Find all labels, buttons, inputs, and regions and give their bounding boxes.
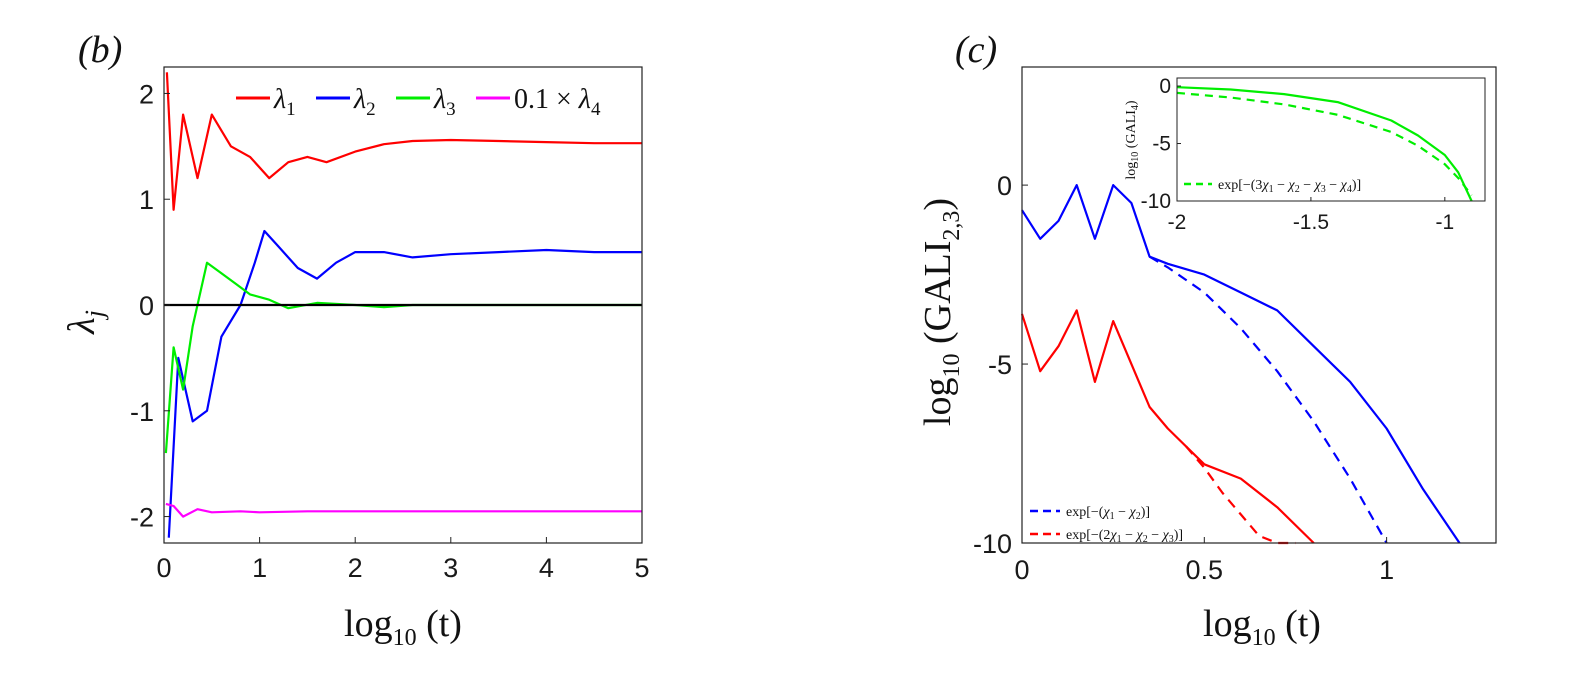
inset-y-tick-label: 0 [1159, 75, 1171, 98]
panel-b-y-tick-label: 1 [139, 185, 154, 215]
legend-label-lambda2: λ2 [353, 84, 376, 120]
panel-c-plot-frame [1021, 66, 1497, 544]
panel-b-y-tick-label: -1 [130, 397, 154, 427]
panel-b-y-ticks: -2 -1 0 1 2 [130, 79, 170, 533]
inset-background [1177, 78, 1485, 201]
panel-c-series-line-3 [1185, 445, 1296, 545]
panel-c-y-tick-label: -10 [973, 529, 1012, 559]
panel-b-y-tick-label: -2 [130, 503, 154, 533]
panel-c-series-line-1 [1020, 309, 1315, 544]
panel-c-x-ticks: 0 0.5 1 [1014, 537, 1394, 585]
legend-label-lambda1: λ1 [273, 84, 296, 120]
inset-series-line-0 [1176, 86, 1473, 202]
panel-c-series [1020, 184, 1461, 545]
inset-x-tick-label: -2 [1168, 211, 1187, 234]
panel-c-xlabel: log10 (t) [1203, 603, 1321, 651]
panel-b-x-tick-label: 3 [443, 553, 458, 583]
panel-c-x-tick-label: 0.5 [1186, 555, 1224, 585]
legend-label-lambda4: 0.1 × λ4 [514, 84, 601, 120]
panel-b-series [164, 72, 642, 538]
panel-c-x-tick-label: 0 [1014, 555, 1029, 585]
panel-c-inset: -2 -1.5 -1 0 -5 -10 log10 (GALI4) exp[−(3χ1 … [1124, 75, 1486, 234]
inset-plot-frame [1176, 77, 1486, 202]
panel-b-x-tick-label: 1 [252, 553, 267, 583]
inset-y-tick-label: -5 [1152, 133, 1171, 156]
inset-x-tick-label: -1.5 [1293, 211, 1329, 234]
panel-b: (b) 0 1 2 3 4 5 -2 -1 0 1 2 log10 (t) λj λ1 λ2 λ3… [61, 29, 650, 651]
panel-b-x-tick-label: 4 [539, 553, 554, 583]
panel-b-x-ticks: 0 1 2 3 4 5 [156, 537, 650, 583]
panel-b-series-line-1 [167, 229, 642, 538]
panel-c-legend: exp[−(χ1 − χ2)] exp[−(2χ1 − χ2 − χ3)] [1030, 505, 1183, 545]
inset-x-tick-label: -1 [1435, 211, 1454, 234]
panel-label-b: (b) [78, 29, 122, 71]
legend-label-lambda3: λ3 [433, 84, 456, 120]
panel-c-ylabel: log10 (GALI2,3) [917, 198, 965, 426]
panel-b-series-line-0 [165, 72, 642, 211]
panel-b-x-tick-label: 5 [634, 553, 649, 583]
inset-x-ticks: -2 -1.5 -1 [1168, 197, 1454, 234]
panel-b-series-line-3 [165, 502, 642, 518]
panel-c-y-tick-label: 0 [997, 171, 1012, 201]
panel-b-legend: λ1 λ2 λ3 0.1 × λ4 [236, 84, 601, 120]
panel-b-xlabel: log10 (t) [344, 603, 462, 651]
panel-b-y-tick-label: 2 [139, 79, 154, 109]
panel-b-y-tick-label: 0 [139, 291, 154, 321]
inset-series [1176, 86, 1473, 202]
inset-legend-label: exp[−(3χ1 − χ2 − χ3 − χ4)] [1218, 178, 1361, 195]
inset-series-line-1 [1176, 91, 1473, 196]
panel-c: (c) 0 0.5 1 0-5-10 log10 (t) log10 (GALI2,… [917, 29, 1497, 651]
panel-b-x-tick-label: 0 [156, 553, 171, 583]
inset-ylabel: log10 (GALI4) [1124, 100, 1141, 180]
inset-y-ticks: 0 -5 -10 [1141, 75, 1181, 213]
panel-b-ylabel: λj [61, 310, 109, 335]
panel-c-series-line-0 [1021, 184, 1461, 544]
panel-b-x-tick-label: 2 [348, 553, 363, 583]
panel-c-y-tick-label: -5 [988, 350, 1012, 380]
inset-y-tick-label: -10 [1141, 190, 1171, 213]
panel-c-y-ticks: 0 -5 -10 [973, 171, 1028, 559]
panel-c-x-tick-label: 1 [1379, 555, 1394, 585]
panel-label-c: (c) [955, 29, 997, 71]
panel-b-series-line-2 [164, 261, 642, 454]
legend-label-exp-blue: exp[−(χ1 − χ2)] [1066, 505, 1150, 522]
panel-c-series-line-2 [1149, 255, 1388, 544]
legend-label-exp-red: exp[−(2χ1 − χ2 − χ3)] [1066, 528, 1183, 545]
